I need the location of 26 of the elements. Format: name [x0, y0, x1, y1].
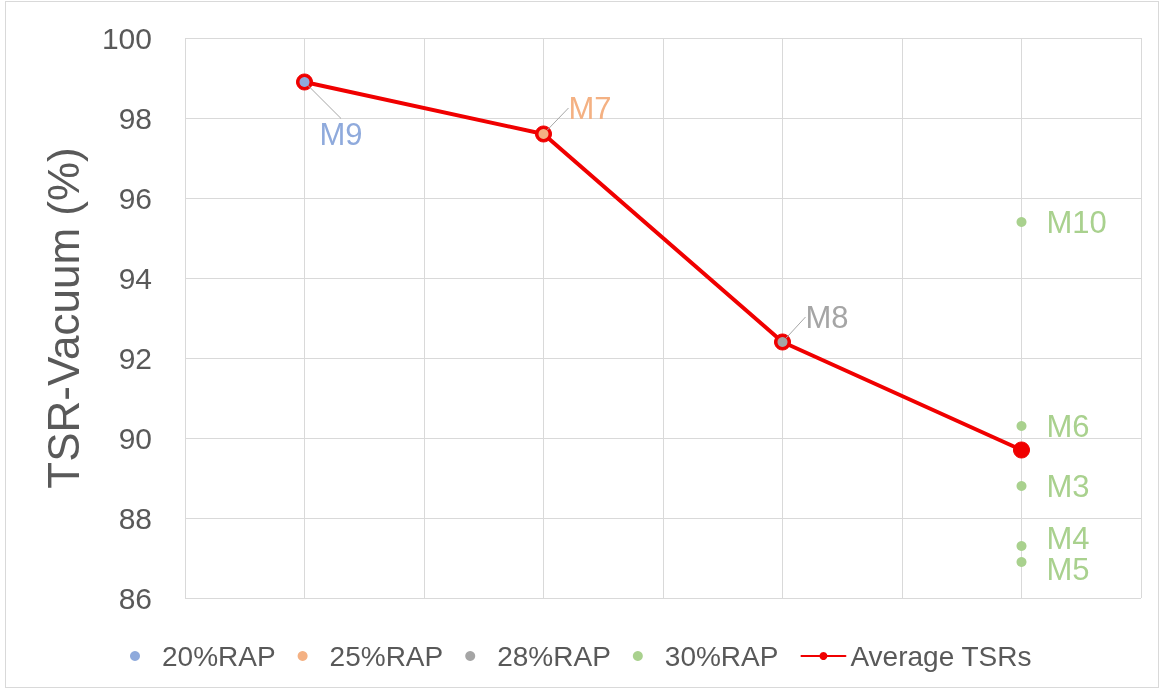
point	[1013, 441, 1030, 459]
data-label: M7	[568, 90, 612, 126]
y-tick-label: 92	[118, 341, 152, 375]
point	[1016, 481, 1027, 491]
data-label: M3	[1046, 468, 1090, 504]
point	[1016, 421, 1027, 431]
data-label: M8	[805, 299, 849, 335]
point	[1016, 557, 1027, 567]
point	[1016, 217, 1027, 227]
y-tick-label: 98	[118, 101, 152, 135]
point	[1016, 541, 1027, 551]
legend-label: 25%RAP	[329, 640, 444, 672]
y-axis-title: TSR-Vacuum (%)	[38, 147, 88, 489]
y-tick-label: 86	[118, 581, 152, 615]
data-label: M9	[319, 116, 363, 152]
y-tick-label: 90	[118, 421, 152, 455]
data-label: M6	[1046, 408, 1090, 444]
y-tick-label: 96	[118, 181, 152, 215]
legend-label: 28%RAP	[497, 640, 611, 672]
legend-label: Average TSRs	[850, 640, 1032, 672]
y-tick-label: 88	[118, 501, 152, 535]
legend-label: 30%RAP	[664, 640, 779, 672]
y-tick-label: 94	[118, 261, 152, 295]
y-tick-label: 100	[101, 21, 152, 55]
legend-label: 20%RAP	[161, 640, 276, 672]
data-label: M10	[1046, 204, 1107, 240]
